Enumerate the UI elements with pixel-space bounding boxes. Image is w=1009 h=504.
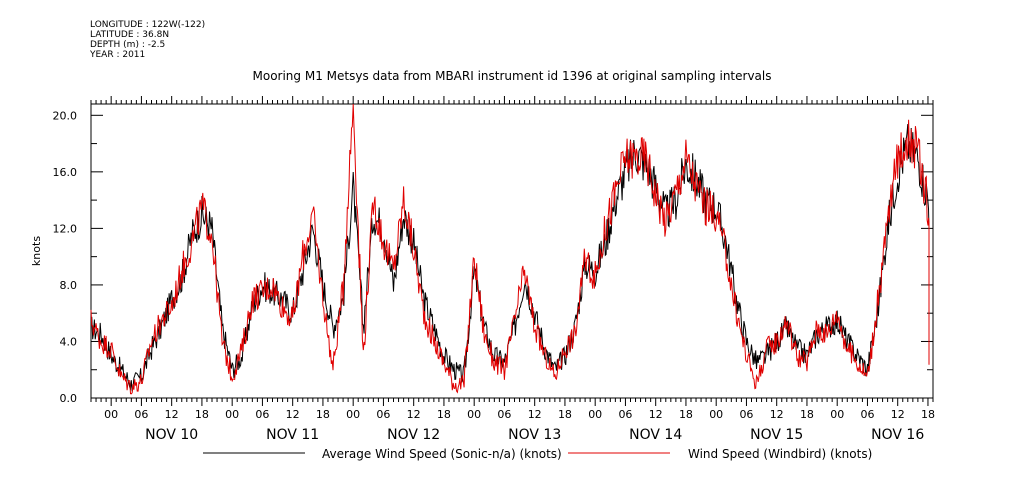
x-day-label: NOV 15 (750, 427, 803, 443)
x-hour-label: 00 (225, 408, 239, 421)
y-tick-label: 20.0 (53, 109, 78, 122)
legend-label-windbird: Wind Speed (Windbird) (knots) (688, 447, 872, 461)
x-hour-label: 00 (709, 408, 723, 421)
x-hour-label: 12 (770, 408, 784, 421)
x-hour-label: 12 (407, 408, 421, 421)
x-hour-label: 00 (346, 408, 360, 421)
x-hour-label: 12 (165, 408, 179, 421)
y-tick-label: 16.0 (53, 166, 78, 179)
x-day-label: NOV 12 (387, 427, 440, 443)
y-axis-ticks: 0.0 4.0 8.0 12.0 16.0 20.0 (53, 109, 933, 405)
year-text: YEAR : 2011 (90, 50, 146, 60)
longitude-text: LONGITUDE : 122W(-122) (90, 20, 206, 30)
x-hour-label: 06 (860, 408, 874, 421)
y-tick-label: 4.0 (60, 335, 78, 348)
metadata-block: LONGITUDE : 122W(-122) LATITUDE : 36.8N … (90, 20, 205, 60)
x-hour-label: 12 (528, 408, 542, 421)
x-hour-label: 18 (437, 408, 451, 421)
plot-frame (90, 103, 934, 399)
x-hour-label: 18 (316, 408, 330, 421)
x-day-label: NOV 10 (145, 427, 198, 443)
x-hour-label: 00 (467, 408, 481, 421)
x-hour-label: 18 (921, 408, 935, 421)
series-group (90, 103, 930, 395)
x-hour-label: 12 (891, 408, 905, 421)
x-hour-label: 06 (255, 408, 269, 421)
x-day-label: NOV 16 (871, 427, 924, 443)
chart-title: Mooring M1 Metsys data from MBARI instru… (253, 69, 772, 83)
x-hour-label: 06 (618, 408, 632, 421)
series-windbird-wind-speed (90, 103, 930, 395)
x-hour-label: 18 (800, 408, 814, 421)
y-tick-label: 0.0 (60, 392, 78, 405)
x-hour-label: 12 (649, 408, 663, 421)
x-hour-label: 18 (558, 408, 572, 421)
y-axis-label: knots (30, 236, 43, 266)
x-day-label: NOV 13 (508, 427, 561, 443)
depth-text: DEPTH (m) : -2.5 (90, 40, 166, 50)
x-hour-label: 18 (679, 408, 693, 421)
x-hour-label: 00 (588, 408, 602, 421)
x-hour-label: 18 (195, 408, 209, 421)
x-hour-label: 12 (286, 408, 300, 421)
x-day-label: NOV 11 (266, 427, 319, 443)
y-tick-label: 12.0 (53, 222, 78, 235)
legend: Average Wind Speed (Sonic-n/a) (knots) W… (203, 447, 872, 461)
latitude-text: LATITUDE : 36.8N (90, 30, 170, 40)
y-tick-label: 8.0 (60, 279, 78, 292)
x-hour-label: 06 (134, 408, 148, 421)
x-hour-label: 06 (497, 408, 511, 421)
legend-label-average: Average Wind Speed (Sonic-n/a) (knots) (322, 447, 562, 461)
x-day-label: NOV 14 (629, 427, 682, 443)
x-hour-label: 00 (104, 408, 118, 421)
x-hour-label: 00 (830, 408, 844, 421)
x-axis-ticks: 00 06 12 18 00 06 12 18 00 06 12 18 00 06 12 18 00 06 12 18… (90, 96, 935, 443)
x-hour-label: 06 (739, 408, 753, 421)
x-hour-label: 06 (376, 408, 390, 421)
